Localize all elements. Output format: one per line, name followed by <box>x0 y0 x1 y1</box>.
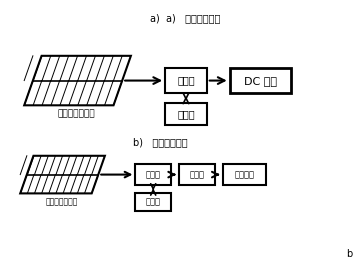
Text: a)  a)   直流负载系统: a) a) 直流负载系统 <box>150 13 220 23</box>
Text: 太阳能电池组件: 太阳能电池组件 <box>46 197 78 206</box>
Polygon shape <box>24 56 131 105</box>
Bar <box>230 68 291 93</box>
Text: 电瓶组: 电瓶组 <box>146 198 161 207</box>
Text: 逆变器: 逆变器 <box>189 170 204 179</box>
Text: DC 负载: DC 负载 <box>244 76 277 86</box>
Bar <box>135 164 171 185</box>
Bar <box>179 164 215 185</box>
Text: b: b <box>346 249 352 259</box>
Text: 控制器: 控制器 <box>146 170 161 179</box>
Text: 交流负载: 交流负载 <box>234 170 255 179</box>
Bar <box>165 103 207 125</box>
Polygon shape <box>20 156 105 193</box>
Text: 控制器: 控制器 <box>177 76 195 86</box>
Text: b)   交流负载系统: b) 交流负载系统 <box>133 137 188 147</box>
Text: 太阳能电池组件: 太阳能电池组件 <box>58 109 96 118</box>
Text: 电瓶组: 电瓶组 <box>177 109 195 119</box>
Bar <box>223 164 266 185</box>
Bar <box>165 68 207 93</box>
Bar <box>135 193 171 211</box>
